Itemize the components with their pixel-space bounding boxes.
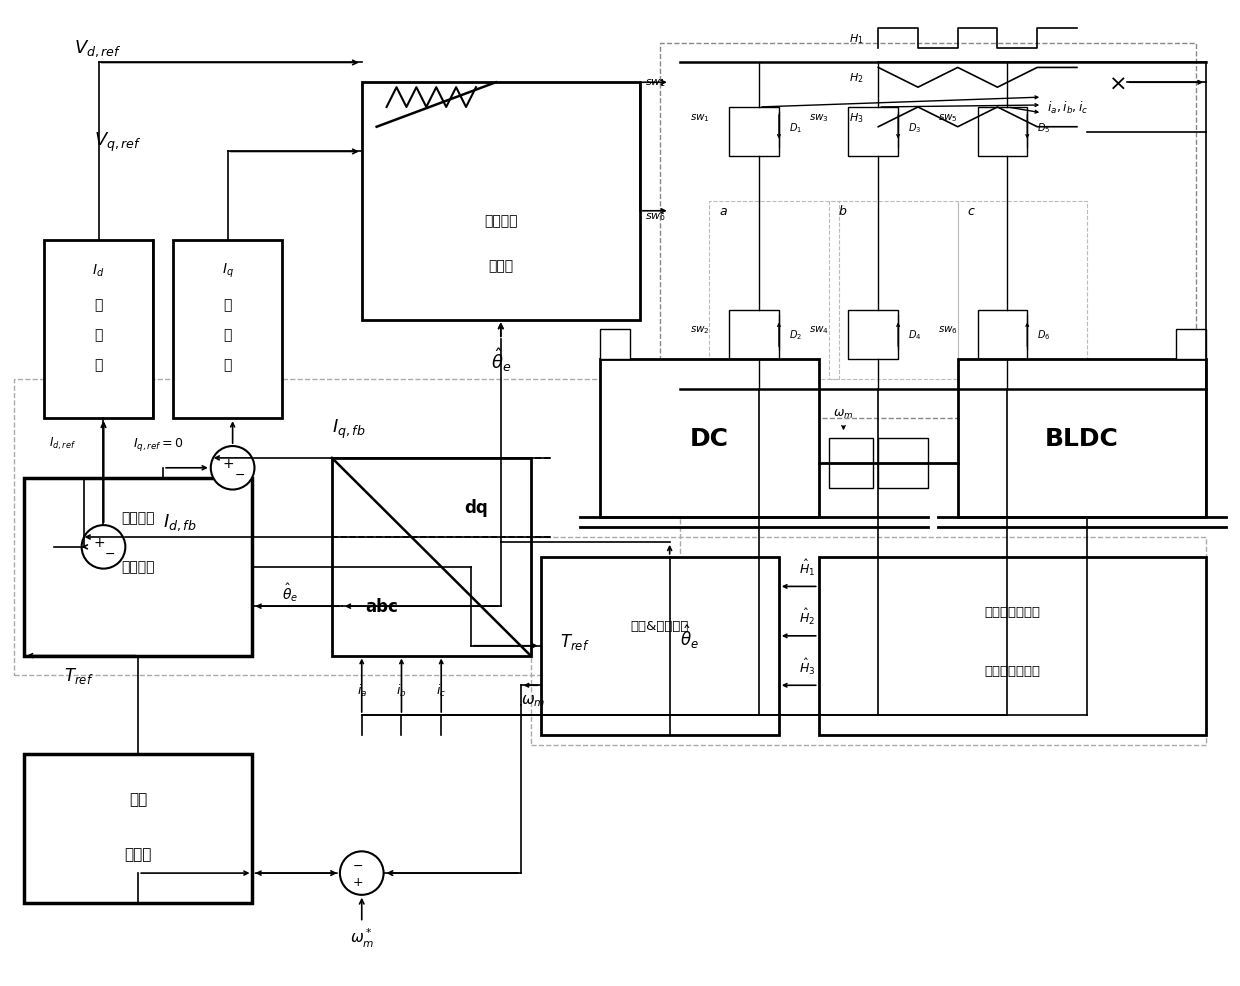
Text: 制: 制 (94, 328, 103, 342)
Text: $I_d$: $I_d$ (92, 262, 104, 279)
Text: $I_{d,fb}$: $I_{d,fb}$ (164, 513, 197, 532)
Text: $T_{ref}$: $T_{ref}$ (63, 666, 93, 685)
Text: $H_2$: $H_2$ (849, 71, 863, 85)
Text: $\times$: $\times$ (1107, 73, 1126, 93)
Bar (957, 360, 1207, 518)
Text: $\omega_m^*$: $\omega_m^*$ (350, 926, 374, 949)
Text: dq: dq (464, 499, 487, 517)
Bar (818, 557, 1207, 735)
Bar (600, 330, 630, 360)
Bar (531, 537, 1207, 744)
Text: $D_1$: $D_1$ (789, 120, 802, 134)
Bar (729, 311, 779, 360)
Bar (957, 202, 1086, 380)
Text: 参考计算: 参考计算 (122, 560, 155, 574)
Text: $D_4$: $D_4$ (908, 328, 921, 342)
Text: b: b (838, 205, 847, 218)
Text: $sw_1$: $sw_1$ (645, 77, 666, 89)
Bar (828, 202, 957, 380)
Text: $sw_2$: $sw_2$ (689, 324, 709, 336)
Text: $\hat{H}_2$: $\hat{H}_2$ (799, 606, 815, 626)
Text: $sw_5$: $sw_5$ (937, 111, 957, 123)
Text: 控制器: 控制器 (124, 846, 153, 861)
Text: −: − (234, 468, 244, 482)
Bar (174, 242, 283, 419)
Text: −: − (105, 548, 115, 561)
Bar (14, 380, 680, 675)
Text: 确认和补偿重建: 确认和补偿重建 (985, 665, 1040, 677)
Bar (709, 202, 838, 380)
Text: $i_b$: $i_b$ (396, 682, 407, 698)
Text: $D_5$: $D_5$ (1037, 120, 1050, 134)
Text: $I_q$: $I_q$ (222, 261, 233, 280)
Bar (332, 458, 531, 656)
Bar (848, 311, 898, 360)
Text: $\hat{\theta}_e$: $\hat{\theta}_e$ (283, 581, 299, 603)
Text: $\hat{H}_3$: $\hat{H}_3$ (799, 656, 815, 675)
Text: $i_a, i_b, i_c$: $i_a, i_b, i_c$ (1047, 100, 1089, 116)
Text: $V_{q,ref}$: $V_{q,ref}$ (93, 131, 141, 154)
Text: $\omega_m$: $\omega_m$ (833, 407, 853, 421)
Bar (828, 439, 873, 488)
Text: +: + (352, 875, 363, 887)
Bar (977, 311, 1027, 360)
Text: $I_{q,ref}=0$: $I_{q,ref}=0$ (133, 435, 184, 453)
Text: 速度&位置估计: 速度&位置估计 (631, 620, 689, 633)
Text: a: a (719, 205, 727, 218)
Bar (24, 754, 253, 903)
Text: $H_1$: $H_1$ (848, 32, 863, 45)
Circle shape (340, 852, 383, 895)
Bar (878, 439, 928, 488)
Text: 控: 控 (94, 299, 103, 313)
Text: 器: 器 (94, 358, 103, 372)
Text: $sw_3$: $sw_3$ (808, 111, 828, 123)
Text: $\omega_m$: $\omega_m$ (521, 692, 546, 708)
Bar (660, 43, 1197, 419)
Bar (43, 242, 154, 419)
Text: $sw_6$: $sw_6$ (937, 324, 957, 336)
Text: 霍尔错误检测、: 霍尔错误检测、 (985, 605, 1040, 618)
Text: abc: abc (365, 598, 398, 615)
Bar (1177, 330, 1207, 360)
Bar (848, 107, 898, 157)
Bar (977, 107, 1027, 157)
Text: 制: 制 (223, 328, 232, 342)
Text: +: + (94, 535, 105, 549)
Text: 器: 器 (223, 358, 232, 372)
Text: $sw_1$: $sw_1$ (689, 111, 709, 123)
Text: DC: DC (689, 427, 729, 451)
Circle shape (82, 526, 125, 569)
Circle shape (211, 447, 254, 490)
Text: 转速: 转速 (129, 792, 148, 807)
Text: $i_c$: $i_c$ (436, 682, 446, 698)
Text: $sw_4$: $sw_4$ (808, 324, 828, 336)
Bar (24, 478, 253, 656)
Text: c: c (967, 205, 975, 218)
Text: $sw_6$: $sw_6$ (645, 211, 666, 223)
Bar (600, 360, 818, 518)
Text: $\hat{\theta}_e$: $\hat{\theta}_e$ (491, 346, 511, 374)
Text: $V_{d,ref}$: $V_{d,ref}$ (73, 38, 122, 59)
Text: $I_{d,ref}$: $I_{d,ref}$ (48, 436, 76, 452)
Text: 逆变器状: 逆变器状 (484, 214, 517, 229)
Text: $\hat{\theta}_e$: $\hat{\theta}_e$ (680, 622, 698, 650)
Text: +: + (223, 457, 234, 470)
Bar (729, 107, 779, 157)
Text: $D_2$: $D_2$ (789, 328, 802, 342)
Text: −: − (352, 859, 363, 872)
Text: 态选择: 态选择 (489, 259, 513, 273)
Text: $i_a$: $i_a$ (357, 682, 367, 698)
Text: 合成电流: 合成电流 (122, 511, 155, 525)
Bar (362, 83, 640, 320)
Bar (541, 557, 779, 735)
Text: $I_{q,fb}$: $I_{q,fb}$ (332, 417, 366, 441)
Text: $\hat{H}_1$: $\hat{H}_1$ (799, 557, 815, 577)
Text: $D_3$: $D_3$ (908, 120, 921, 134)
Text: $D_6$: $D_6$ (1037, 328, 1050, 342)
Text: $H_3$: $H_3$ (848, 110, 863, 124)
Text: 控: 控 (223, 299, 232, 313)
Text: BLDC: BLDC (1045, 427, 1118, 451)
Text: $T_{ref}$: $T_{ref}$ (560, 631, 590, 651)
